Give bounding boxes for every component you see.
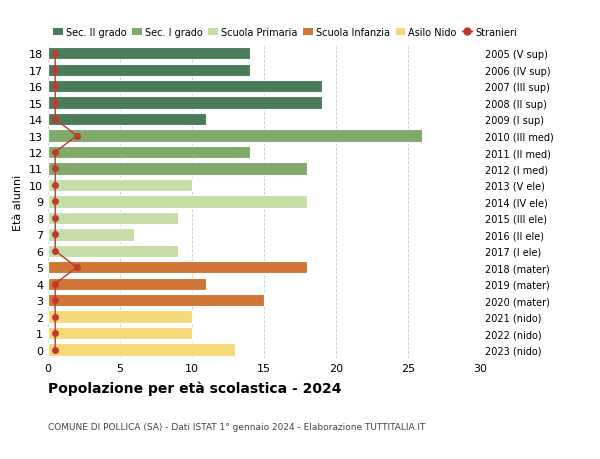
- Bar: [48, 163, 307, 175]
- Bar: [48, 327, 192, 340]
- Text: COMUNE DI POLLICA (SA) - Dati ISTAT 1° gennaio 2024 - Elaborazione TUTTITALIA.IT: COMUNE DI POLLICA (SA) - Dati ISTAT 1° g…: [48, 422, 425, 431]
- Bar: [48, 81, 322, 93]
- Bar: [48, 97, 322, 110]
- Bar: [48, 294, 264, 307]
- Bar: [48, 64, 250, 77]
- Bar: [48, 278, 206, 290]
- Legend: Sec. II grado, Sec. I grado, Scuola Primaria, Scuola Infanzia, Asilo Nido, Stran: Sec. II grado, Sec. I grado, Scuola Prim…: [53, 28, 517, 38]
- Bar: [48, 344, 235, 356]
- Bar: [48, 48, 250, 60]
- Bar: [48, 262, 307, 274]
- Bar: [48, 212, 178, 224]
- Bar: [48, 146, 250, 159]
- Bar: [48, 229, 134, 241]
- Bar: [48, 130, 422, 142]
- Bar: [48, 196, 307, 208]
- Bar: [48, 311, 192, 323]
- Y-axis label: Età alunni: Età alunni: [13, 174, 23, 230]
- Bar: [48, 245, 178, 257]
- Bar: [48, 114, 206, 126]
- Text: Popolazione per età scolastica - 2024: Popolazione per età scolastica - 2024: [48, 380, 341, 395]
- Bar: [48, 179, 192, 192]
